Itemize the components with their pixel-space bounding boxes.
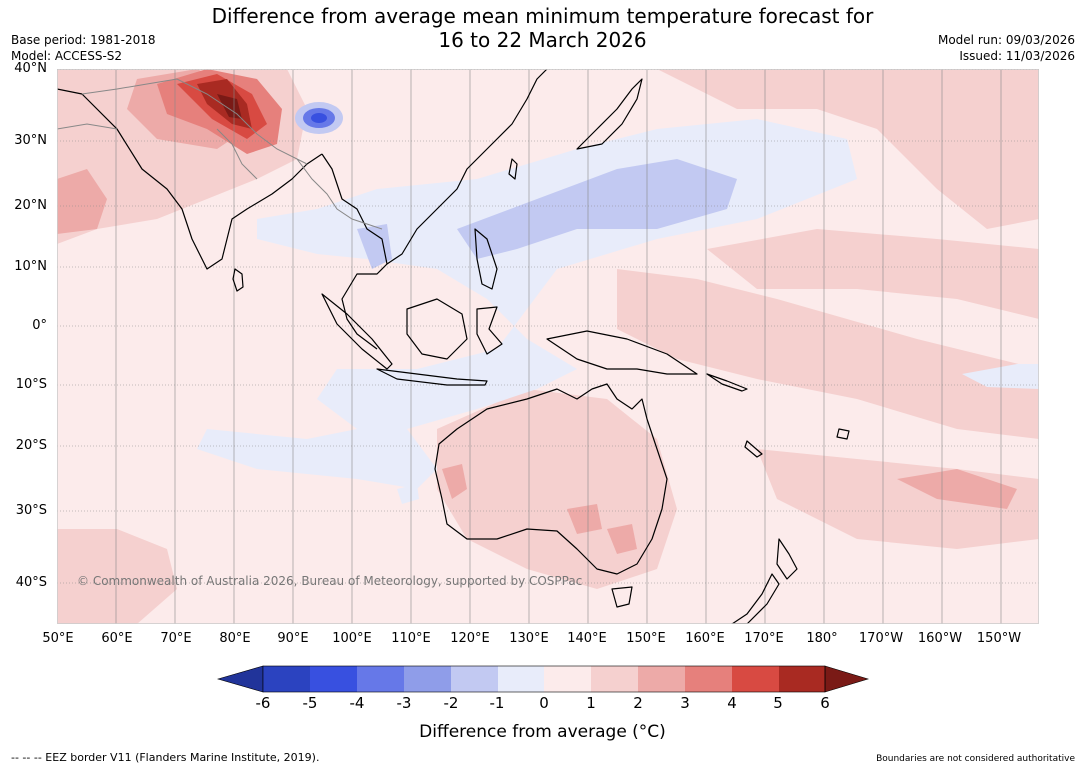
coastlines	[57, 69, 850, 624]
sri-lanka	[232, 268, 244, 292]
new-zealand-north	[776, 538, 798, 580]
tasmania	[611, 586, 633, 608]
model-name: Model: ACCESS-S2	[11, 49, 123, 63]
colorbar-bin-4	[404, 666, 451, 692]
new-caledonia	[744, 440, 763, 458]
cb-tick-4: 4	[727, 694, 737, 712]
cb-tick-m6: -6	[255, 694, 271, 712]
model-run: Model run: 09/03/2026	[937, 33, 1075, 47]
map-panel: © Commonwealth of Australia 2026, Bureau…	[57, 69, 1039, 624]
lon-label-180: 180°	[806, 631, 838, 646]
boundaries-note: Boundaries are not considered authoritat…	[876, 754, 1075, 764]
anomaly-cool-regions	[197, 102, 1039, 504]
colorbar-bin-1	[263, 666, 310, 692]
india-coast	[57, 88, 323, 270]
sulawesi	[476, 306, 503, 355]
lat-label-40s: 40°S	[15, 575, 47, 590]
map-title: Difference from average mean minimum tem…	[0, 4, 1085, 52]
country-borders	[57, 78, 383, 230]
lat-label-10n: 10°N	[14, 259, 47, 274]
australia	[434, 383, 668, 575]
cb-tick-3: 3	[680, 694, 690, 712]
copyright-text: © Commonwealth of Australia 2026, Bureau…	[77, 574, 582, 588]
lat-label-20s: 20°S	[15, 438, 47, 453]
china-coast	[386, 69, 548, 265]
cb-tick-0: 0	[539, 694, 549, 712]
cb-tick-2: 2	[633, 694, 643, 712]
colorbar-bin-10	[685, 666, 732, 692]
lon-label-60e: 60°E	[101, 631, 133, 646]
lon-label-120e: 120°E	[450, 631, 490, 646]
philippines	[474, 228, 498, 290]
fiji	[836, 428, 850, 440]
title-line-1: Difference from average mean minimum tem…	[211, 4, 874, 28]
lon-label-130e: 130°E	[509, 631, 549, 646]
lon-label-160e: 160°E	[685, 631, 725, 646]
lon-label-110e: 110°E	[391, 631, 431, 646]
cb-tick-m5: -5	[302, 694, 318, 712]
colorbar-bin-2	[310, 666, 357, 692]
cb-tick-m3: -3	[396, 694, 412, 712]
colorbar-bin-11	[732, 666, 779, 692]
lon-label-150w: 150°W	[976, 631, 1022, 646]
cb-tick-m2: -2	[443, 694, 459, 712]
cb-tick-1: 1	[586, 694, 596, 712]
solomon-islands	[706, 373, 748, 392]
lon-label-80e: 80°E	[219, 631, 251, 646]
meta-right: Model run: 09/03/2026 Issued: 11/03/2026	[938, 32, 1075, 64]
lon-label-100e: 100°E	[332, 631, 372, 646]
new-guinea	[546, 330, 698, 375]
cb-tick-5: 5	[773, 694, 783, 712]
eez-legend: -- -- -- EEZ border V11 (Flanders Marine…	[11, 751, 320, 764]
cb-tick-m1: -1	[489, 694, 505, 712]
lon-label-170w: 170°W	[858, 631, 904, 646]
taiwan	[508, 158, 518, 180]
lon-label-70e: 70°E	[160, 631, 192, 646]
colorbar-bin-6	[498, 666, 544, 692]
lon-label-150e: 150°E	[626, 631, 666, 646]
colorbar-cap-high	[824, 665, 870, 693]
colorbar-cap-low	[216, 665, 264, 693]
issued-date: Issued: 11/03/2026	[959, 49, 1075, 63]
lon-label-50e: 50°E	[42, 631, 74, 646]
lon-label-170e: 170°E	[744, 631, 784, 646]
colorbar-bin-7	[544, 666, 591, 692]
colorbar-title: Difference from average (°C)	[419, 722, 666, 742]
colorbar-bin-5	[451, 666, 498, 692]
meta-left: Base period: 1981-2018 Model: ACCESS-S2	[11, 32, 156, 64]
colorbar	[216, 665, 870, 693]
cb-tick-m4: -4	[349, 694, 365, 712]
lat-label-20n: 20°N	[14, 198, 47, 213]
lat-label-40n: 40°N	[14, 61, 47, 76]
colorbar-bin-3	[357, 666, 404, 692]
base-period: Base period: 1981-2018	[11, 33, 156, 47]
colorbar-bin-9	[638, 666, 685, 692]
lat-label-30n: 30°N	[14, 133, 47, 148]
japan	[576, 78, 643, 150]
cb-tick-6: 6	[820, 694, 830, 712]
colorbar-bin-12	[779, 666, 825, 692]
lat-label-10s: 10°S	[15, 377, 47, 392]
borneo	[406, 298, 468, 360]
sumatra	[321, 293, 393, 370]
new-zealand-south	[731, 573, 780, 624]
java	[376, 368, 488, 386]
lon-label-140e: 140°E	[567, 631, 607, 646]
title-line-2: 16 to 22 March 2026	[438, 28, 647, 52]
colorbar-bin-8	[591, 666, 638, 692]
lon-label-160w: 160°W	[917, 631, 963, 646]
lon-label-90e: 90°E	[277, 631, 309, 646]
lat-label-30s: 30°S	[15, 503, 47, 518]
lat-label-0: 0°	[32, 318, 47, 333]
gridlines	[57, 69, 1039, 624]
